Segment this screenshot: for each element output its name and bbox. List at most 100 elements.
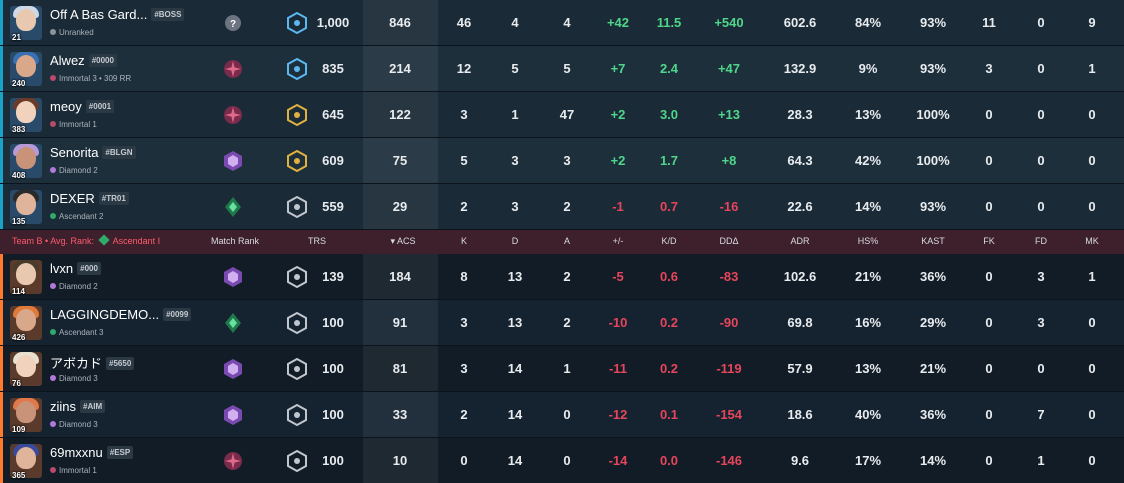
gold-tier-icon (287, 150, 307, 172)
kd-value: 0.7 (659, 199, 679, 214)
adr-value: 64.3 (787, 153, 813, 168)
player-row[interactable]: 240 Alwez #0000 Immortal 3 • 309 RR 835 2… (0, 46, 1124, 92)
col-match-rank[interactable]: Match Rank (210, 236, 260, 246)
kast-value: 100% (916, 107, 950, 122)
player-tag: #0000 (88, 54, 117, 67)
player-row[interactable]: 114 lvxn #000 Diamond 2 139 184 8 13 2 -5… (0, 254, 1124, 300)
hs-value: 14% (854, 199, 882, 214)
acs-value: 184 (389, 269, 411, 284)
col-fd[interactable]: FD (1035, 236, 1047, 246)
kast-value: 14% (919, 453, 947, 468)
player-row[interactable]: 408 Senorita #BLGN Diamond 2 609 75 5 3 3… (0, 138, 1124, 184)
col-d[interactable]: D (511, 236, 519, 246)
rank-dot-icon (50, 329, 56, 335)
fd-value: 1 (1037, 453, 1045, 468)
col-mk[interactable]: MK (1085, 236, 1099, 246)
player-row[interactable]: 109 ziins #AIM Diamond 3 100 33 2 14 0 -1… (0, 392, 1124, 438)
player-name[interactable]: Alwez #0000 (50, 53, 117, 68)
unranked-icon: ? (225, 15, 241, 31)
col-kast[interactable]: KAST (921, 236, 945, 246)
rank-dot-icon (50, 421, 56, 427)
kd-value: 2.4 (659, 61, 679, 76)
mk-value: 0 (1088, 199, 1096, 214)
hs-value: 13% (854, 361, 882, 376)
plus-minus-value: -1 (612, 199, 624, 214)
ascendant-icon (225, 313, 241, 333)
col-hs[interactable]: HS% (857, 236, 879, 246)
player-row[interactable]: 76 アボカド #5650 Diamond 3 100 81 3 14 1 -11… (0, 346, 1124, 392)
player-row[interactable]: 426 LAGGINGDEMO... #0099 Ascendant 3 100 … (0, 300, 1124, 346)
player-row[interactable]: 365 69mxxnu #ESP Immortal 1 100 10 0 14 0… (0, 438, 1124, 483)
player-tag: #0099 (163, 308, 192, 321)
kd-value: 0.1 (659, 407, 679, 422)
fd-value: 3 (1037, 269, 1045, 284)
plus-minus-value: -12 (608, 407, 628, 422)
mk-value: 9 (1088, 15, 1096, 30)
dd-delta-value: +540 (714, 15, 744, 30)
col-k[interactable]: K (460, 236, 467, 246)
col-acs[interactable]: ▾ ACS (390, 236, 416, 246)
player-name[interactable]: meoy #0001 (50, 99, 115, 114)
plus-minus-value: +42 (606, 15, 630, 30)
team-color-stripe (0, 92, 3, 138)
account-level: 109 (12, 425, 26, 434)
plus-minus-value: +2 (610, 153, 626, 168)
player-name[interactable]: LAGGINGDEMO... #0099 (50, 307, 192, 322)
col-dd-delta[interactable]: DDΔ (719, 236, 739, 246)
player-name[interactable]: lvxn #000 (50, 261, 101, 276)
player-name[interactable]: ziins #AIM (50, 399, 106, 414)
trs-value: 645 (322, 107, 344, 122)
player-name[interactable]: DEXER #TR01 (50, 191, 129, 206)
player-tag: #5650 (106, 357, 135, 370)
hs-value: 42% (854, 153, 882, 168)
agent-avatar (10, 52, 42, 86)
current-rank: Diamond 3 (50, 420, 98, 429)
col-adr[interactable]: ADR (790, 236, 810, 246)
col-fk[interactable]: FK (983, 236, 995, 246)
hs-value: 40% (854, 407, 882, 422)
team-color-stripe (0, 184, 3, 230)
fd-value: 7 (1037, 407, 1045, 422)
fk-value: 0 (985, 407, 993, 422)
rank-dot-icon (50, 375, 56, 381)
hs-value: 9% (858, 61, 878, 76)
adr-value: 69.8 (787, 315, 813, 330)
assists-value: 0 (563, 453, 571, 468)
team-b-label: Team B • Avg. Rank: Ascendant I (12, 234, 161, 246)
assists-value: 4 (563, 15, 571, 30)
mk-value: 0 (1088, 153, 1096, 168)
fd-value: 0 (1037, 107, 1045, 122)
player-row[interactable]: 383 meoy #0001 Immortal 1 645 122 3 1 47 … (0, 92, 1124, 138)
col-kd[interactable]: K/D (661, 236, 677, 246)
deaths-value: 13 (507, 315, 523, 330)
col-plus-minus[interactable]: +/- (612, 236, 624, 246)
acs-value: 214 (389, 61, 411, 76)
dd-delta-value: -90 (719, 315, 739, 330)
player-name[interactable]: Senorita #BLGN (50, 145, 136, 160)
player-row[interactable]: 135 DEXER #TR01 Ascendant 2 559 29 2 3 2 … (0, 184, 1124, 230)
kills-value: 2 (460, 199, 468, 214)
fd-value: 0 (1037, 15, 1045, 30)
plus-minus-value: -10 (608, 315, 628, 330)
team-color-stripe (0, 300, 3, 346)
col-a[interactable]: A (563, 236, 570, 246)
deaths-value: 3 (511, 199, 519, 214)
player-name[interactable]: アボカド #5650 (50, 353, 135, 372)
player-name[interactable]: Off A Bas Gard... #BOSS (50, 7, 185, 22)
mk-value: 1 (1088, 269, 1096, 284)
player-name[interactable]: 69mxxnu #ESP (50, 445, 134, 460)
agent-avatar (10, 190, 42, 224)
current-rank: Unranked (50, 28, 94, 37)
player-tag: #ESP (106, 446, 134, 459)
player-row[interactable]: 21 Off A Bas Gard... #BOSS Unranked ? 1,0… (0, 0, 1124, 46)
col-trs[interactable]: TRS (308, 236, 326, 246)
kast-value: 36% (919, 269, 947, 284)
hs-value: 16% (854, 315, 882, 330)
silver-tier-icon (287, 196, 307, 218)
silver-tier-icon (287, 358, 307, 380)
dd-delta-value: -119 (716, 361, 742, 376)
immortal-icon (224, 60, 242, 78)
mk-value: 0 (1088, 315, 1096, 330)
kills-value: 12 (456, 61, 472, 76)
agent-avatar (10, 6, 42, 40)
